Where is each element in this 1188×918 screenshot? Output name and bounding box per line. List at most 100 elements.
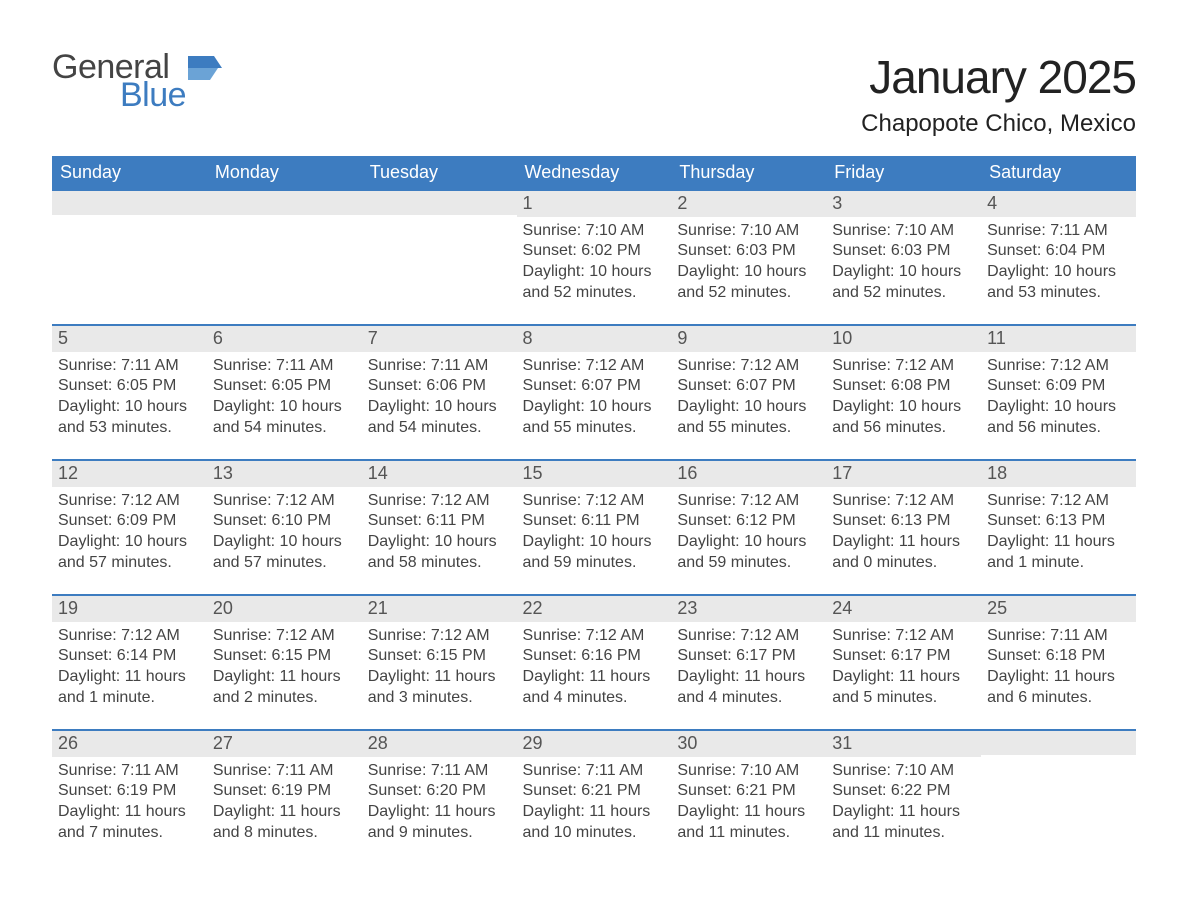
sunset-text: Sunset: 6:02 PM xyxy=(523,241,666,262)
sunset-text: Sunset: 6:10 PM xyxy=(213,511,356,532)
day-number: 5 xyxy=(52,324,207,352)
day-details: Sunrise: 7:12 AMSunset: 6:13 PMDaylight:… xyxy=(826,487,981,580)
day-details: Sunrise: 7:11 AMSunset: 6:06 PMDaylight:… xyxy=(362,352,517,445)
day-number: 13 xyxy=(207,459,362,487)
sunrise-text: Sunrise: 7:12 AM xyxy=(832,626,975,647)
sunset-text: Sunset: 6:15 PM xyxy=(368,646,511,667)
day-number: 27 xyxy=(207,729,362,757)
day-number: 22 xyxy=(517,594,672,622)
daylight-text: Daylight: 10 hours and 54 minutes. xyxy=(368,397,511,439)
day-header: Thursday xyxy=(671,156,826,189)
calendar-cell: 8Sunrise: 7:12 AMSunset: 6:07 PMDaylight… xyxy=(517,324,672,459)
sunset-text: Sunset: 6:08 PM xyxy=(832,376,975,397)
daylight-text: Daylight: 10 hours and 52 minutes. xyxy=(523,262,666,304)
sunrise-text: Sunrise: 7:12 AM xyxy=(213,626,356,647)
sunset-text: Sunset: 6:11 PM xyxy=(523,511,666,532)
calendar-cell: 31Sunrise: 7:10 AMSunset: 6:22 PMDayligh… xyxy=(826,729,981,864)
sunset-text: Sunset: 6:22 PM xyxy=(832,781,975,802)
sunrise-text: Sunrise: 7:12 AM xyxy=(213,491,356,512)
day-details: Sunrise: 7:12 AMSunset: 6:10 PMDaylight:… xyxy=(207,487,362,580)
calendar-cell: 6Sunrise: 7:11 AMSunset: 6:05 PMDaylight… xyxy=(207,324,362,459)
calendar-cell: 25Sunrise: 7:11 AMSunset: 6:18 PMDayligh… xyxy=(981,594,1136,729)
calendar-cell: 28Sunrise: 7:11 AMSunset: 6:20 PMDayligh… xyxy=(362,729,517,864)
day-number: 24 xyxy=(826,594,981,622)
calendar-cell: 10Sunrise: 7:12 AMSunset: 6:08 PMDayligh… xyxy=(826,324,981,459)
calendar-cell: 17Sunrise: 7:12 AMSunset: 6:13 PMDayligh… xyxy=(826,459,981,594)
day-details: Sunrise: 7:10 AMSunset: 6:22 PMDaylight:… xyxy=(826,757,981,850)
day-header: Wednesday xyxy=(517,156,672,189)
calendar-cell: 20Sunrise: 7:12 AMSunset: 6:15 PMDayligh… xyxy=(207,594,362,729)
calendar-week: 26 Sunrise: 7:11 AMSunset: 6:19 PM Dayligh… xyxy=(52,729,1136,864)
day-number: 23 xyxy=(671,594,826,622)
day-number: 21 xyxy=(362,594,517,622)
day-number: 25 xyxy=(981,594,1136,622)
sunset-text: Sunset: 6:03 PM xyxy=(677,241,820,262)
location: Chapopote Chico, Mexico xyxy=(861,110,1136,138)
daylight-text: Daylight: 11 hours and 4 minutes. xyxy=(523,667,666,709)
day-number: 12 xyxy=(52,459,207,487)
day-details: Sunrise: 7:10 AMSunset: 6:02 PMDaylight:… xyxy=(517,217,672,310)
day-number: 15 xyxy=(517,459,672,487)
day-number: 29 xyxy=(517,729,672,757)
daylight-text: Daylight: 11 hours and 9 minutes. xyxy=(368,802,511,844)
day-number: 30 xyxy=(671,729,826,757)
day-number: 6 xyxy=(207,324,362,352)
calendar-cell: 3Sunrise: 7:10 AMSunset: 6:03 PMDaylight… xyxy=(826,189,981,324)
sunset-text: Sunset: 6:17 PM xyxy=(677,646,820,667)
day-details: Sunrise: 7:12 AMSunset: 6:17 PMDaylight:… xyxy=(671,622,826,715)
sunset-text: Sunset: 6:13 PM xyxy=(987,511,1130,532)
calendar-cell: 29Sunrise: 7:11 AMSunset: 6:21 PMDayligh… xyxy=(517,729,672,864)
header: General Blue January 2025 Chapopote Chic… xyxy=(52,50,1136,138)
day-number: 26 xyxy=(52,729,207,757)
calendar-body: 1Sunrise: 7:10 AMSunset: 6:02 PMDaylight… xyxy=(52,189,1136,864)
daylight-text: Daylight: 11 hours and 1 minute. xyxy=(987,532,1130,574)
flag-icon xyxy=(188,56,222,84)
day-header: Friday xyxy=(826,156,981,189)
day-details: Sunrise: 7:12 AMSunset: 6:15 PMDaylight:… xyxy=(362,622,517,715)
sunset-text: Sunset: 6:09 PM xyxy=(58,511,201,532)
sunset-text: Sunset: 6:20 PM xyxy=(368,781,511,802)
sunset-text: Sunset: 6:19 PM xyxy=(213,781,356,802)
calendar-week: 5Sunrise: 7:11 AMSunset: 6:05 PMDaylight… xyxy=(52,324,1136,459)
day-header: Saturday xyxy=(981,156,1136,189)
calendar-cell: 27Sunrise: 7:11 AMSunset: 6:19 PMDayligh… xyxy=(207,729,362,864)
sunset-text: Sunset: 6:21 PM xyxy=(523,781,666,802)
sunrise-text: Sunrise: 7:12 AM xyxy=(58,491,201,512)
calendar-cell: 13Sunrise: 7:12 AMSunset: 6:10 PMDayligh… xyxy=(207,459,362,594)
day-details: Sunrise: 7:11 AMSunset: 6:05 PMDaylight:… xyxy=(207,352,362,445)
sunset-text: Sunset: 6:05 PM xyxy=(58,376,201,397)
day-number: 2 xyxy=(671,189,826,217)
calendar-cell: 15Sunrise: 7:12 AMSunset: 6:11 PMDayligh… xyxy=(517,459,672,594)
daylight-text: Daylight: 10 hours and 58 minutes. xyxy=(368,532,511,574)
sunrise-text: Sunrise: 7:10 AM xyxy=(832,221,975,242)
sunset-text: Sunset: 6:16 PM xyxy=(523,646,666,667)
day-details: Sunrise: 7:11 AMSunset: 6:20 PMDaylight:… xyxy=(362,757,517,850)
sunset-text: Sunset: 6:17 PM xyxy=(832,646,975,667)
day-details: Sunrise: 7:12 AMSunset: 6:07 PMDaylight:… xyxy=(671,352,826,445)
calendar-week: 19Sunrise: 7:12 AMSunset: 6:14 PMDayligh… xyxy=(52,594,1136,729)
calendar-cell: 18Sunrise: 7:12 AMSunset: 6:13 PMDayligh… xyxy=(981,459,1136,594)
calendar-cell: 21Sunrise: 7:12 AMSunset: 6:15 PMDayligh… xyxy=(362,594,517,729)
daylight-text: Daylight: 11 hours and 1 minute. xyxy=(58,667,201,709)
sunrise-text: Sunrise: 7:11 AM xyxy=(213,761,356,782)
day-details: Sunrise: 7:12 AMSunset: 6:07 PMDaylight:… xyxy=(517,352,672,445)
sunset-text: Sunset: 6:07 PM xyxy=(523,376,666,397)
day-details: Sunrise: 7:12 AMSunset: 6:17 PMDaylight:… xyxy=(826,622,981,715)
calendar-cell: 1Sunrise: 7:10 AMSunset: 6:02 PMDaylight… xyxy=(517,189,672,324)
sunset-text: Sunset: 6:21 PM xyxy=(677,781,820,802)
daylight-text: Daylight: 10 hours and 59 minutes. xyxy=(677,532,820,574)
day-details: Sunrise: 7:12 AMSunset: 6:09 PMDaylight:… xyxy=(981,352,1136,445)
calendar-cell: 26Sunrise: 7:11 AMSunset: 6:19 PMDayligh… xyxy=(52,729,207,864)
calendar-cell: 5Sunrise: 7:11 AMSunset: 6:05 PMDaylight… xyxy=(52,324,207,459)
calendar-cell: 19Sunrise: 7:12 AMSunset: 6:14 PMDayligh… xyxy=(52,594,207,729)
day-number: 7 xyxy=(362,324,517,352)
sunrise-text: Sunrise: 7:12 AM xyxy=(523,356,666,377)
daylight-text: Daylight: 10 hours and 56 minutes. xyxy=(832,397,975,439)
sunset-text: Sunset: 6:04 PM xyxy=(987,241,1130,262)
daylight-text: Daylight: 11 hours and 0 minutes. xyxy=(832,532,975,574)
day-details: Sunrise: 7:11 AMSunset: 6:21 PMDaylight:… xyxy=(517,757,672,850)
calendar-table: SundayMondayTuesdayWednesdayThursdayFrid… xyxy=(52,156,1136,864)
daylight-text: Daylight: 11 hours and 6 minutes. xyxy=(987,667,1130,709)
calendar-week: 12Sunrise: 7:12 AMSunset: 6:09 PMDayligh… xyxy=(52,459,1136,594)
day-details: Sunrise: 7:12 AMSunset: 6:16 PMDaylight:… xyxy=(517,622,672,715)
